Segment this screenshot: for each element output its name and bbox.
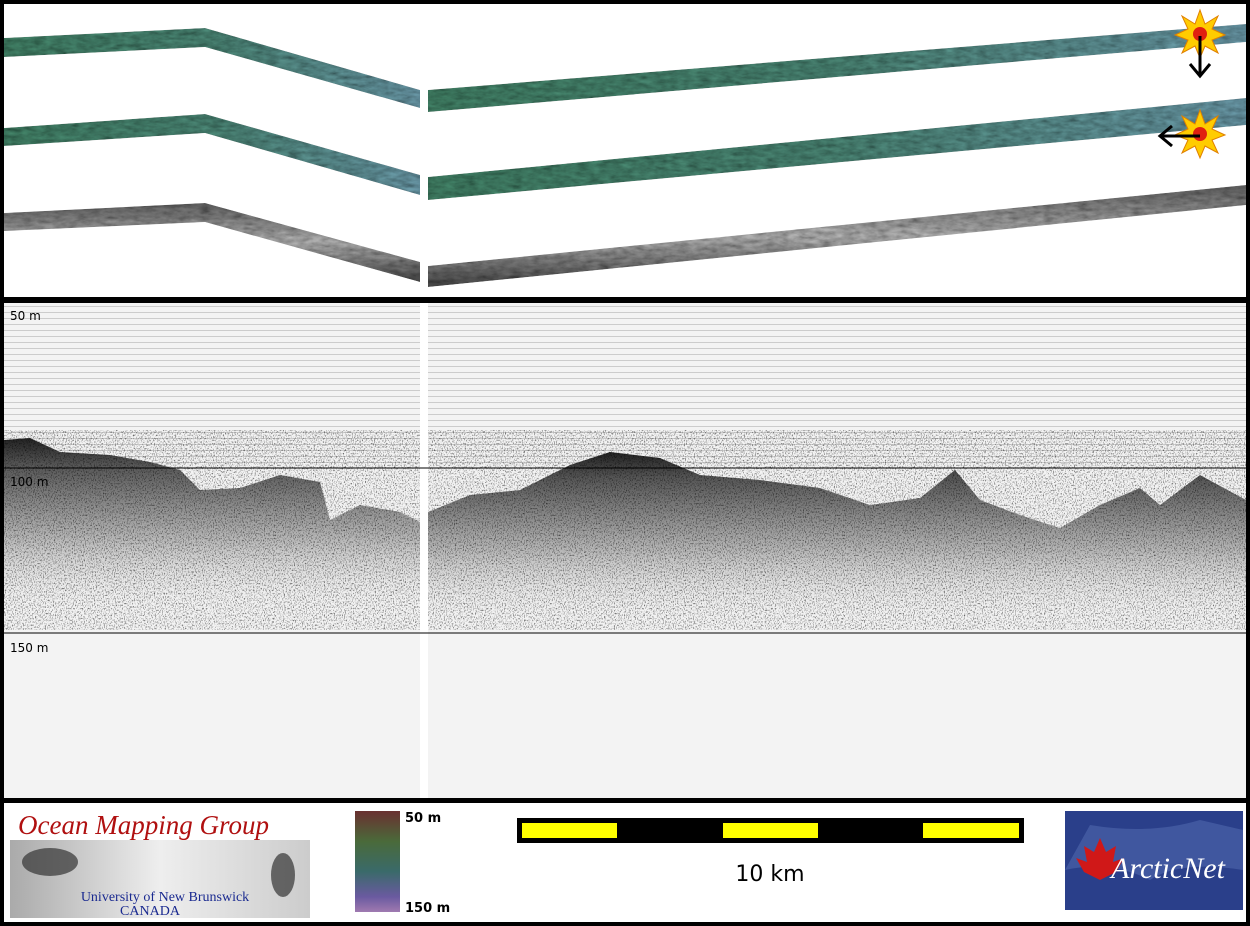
depth-label: 100 m (10, 475, 48, 489)
partner-logo-text: ArcticNet (1109, 852, 1226, 885)
swath-strip (428, 24, 1246, 112)
swath-strip (428, 98, 1246, 200)
logo-country: CANADA (120, 904, 181, 919)
sun-core (1193, 127, 1207, 141)
backscatter-strip (428, 185, 1246, 287)
seabed (4, 430, 1246, 630)
arrow-head (1157, 124, 1173, 148)
swath-strip (4, 28, 420, 108)
arrow-head (1188, 63, 1212, 79)
scale-segment (522, 823, 617, 838)
logo-title: Ocean Mapping Group (18, 810, 269, 840)
color-scale-top: 50 m (405, 811, 441, 826)
sun-core (1193, 27, 1207, 41)
logo-shape (271, 853, 295, 897)
speckle (4, 430, 1246, 630)
maple-leaf (1076, 838, 1124, 880)
depth-label: 150 m (10, 641, 48, 655)
swaths (4, 24, 1246, 287)
swath-strip (4, 114, 420, 195)
depth-label: 50 m (10, 309, 41, 323)
backscatter-strip (4, 203, 420, 282)
scale-segment (723, 823, 818, 838)
color-scale-bottom: 150 m (405, 901, 450, 916)
color-scale (355, 811, 400, 912)
light-icons (1157, 8, 1227, 160)
logo-institution: University of New Brunswick (81, 890, 249, 905)
scale-label: 10 km (735, 862, 804, 887)
scale-segment (923, 823, 1019, 838)
logo-shape (22, 848, 78, 876)
gap (420, 303, 428, 798)
